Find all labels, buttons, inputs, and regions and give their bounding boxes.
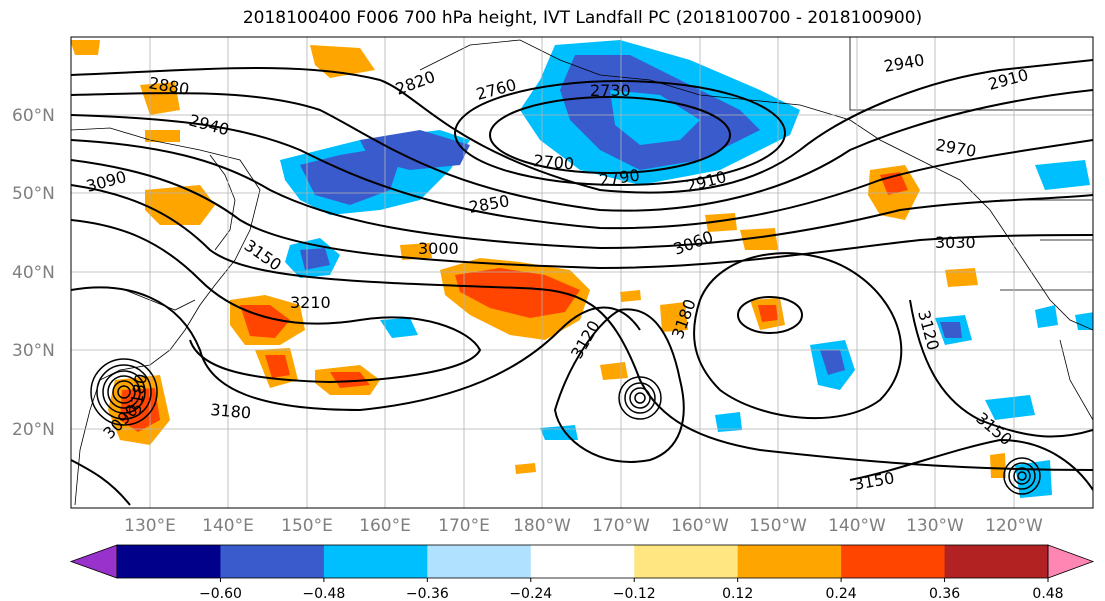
- colorbar-segment: [323, 545, 428, 578]
- lon-label: 150°E: [281, 516, 333, 536]
- lon-label: 140°W: [828, 516, 886, 536]
- lon-label: 140°E: [202, 516, 254, 536]
- lon-label: 160°W: [671, 516, 729, 536]
- colorbar-segment: [117, 545, 221, 578]
- lat-label: 60°N: [12, 106, 55, 126]
- lat-label: 50°N: [12, 184, 55, 204]
- colorbar-extend-max: [1047, 544, 1095, 579]
- height-contours: [71, 59, 1093, 506]
- colorbar-segment: [944, 545, 1049, 578]
- colorbar-segment: [530, 545, 635, 578]
- lon-label: 130°E: [124, 516, 176, 536]
- closed-lows: [90, 358, 1041, 495]
- lon-label: 180°W: [513, 516, 571, 536]
- colorbar-tick-label: 0.12: [722, 586, 753, 601]
- colorbar-tick-label: 0.48: [1032, 586, 1063, 601]
- map-border: [70, 36, 1094, 509]
- contour-label: 3210: [290, 293, 331, 312]
- lon-label: 170°E: [438, 516, 490, 536]
- ivt-shading: [71, 40, 1093, 498]
- colorbar-tick-label: 0.36: [929, 586, 960, 601]
- contour-label: 3000: [418, 239, 459, 258]
- lat-label: 30°N: [12, 341, 55, 361]
- lon-label: 120°W: [985, 516, 1043, 536]
- colorbar-segment: [841, 545, 946, 578]
- lon-label: 150°W: [749, 516, 807, 536]
- colorbar-border: [116, 544, 1049, 579]
- lat-axis: 60°N 50°N 40°N 30°N 20°N: [12, 106, 55, 440]
- lon-label: 130°W: [906, 516, 964, 536]
- colorbar-extend-min: [69, 544, 118, 579]
- lat-label: 40°N: [12, 263, 55, 283]
- colorbar-tick-label: 0.24: [826, 586, 857, 601]
- colorbar-segment: [427, 545, 532, 578]
- colorbar-segment: [220, 545, 325, 578]
- colorbar-segment: [737, 545, 842, 578]
- colorbar-tick-label: −0.36: [406, 586, 449, 601]
- lat-label: 20°N: [12, 420, 55, 440]
- lon-label: 170°W: [592, 516, 650, 536]
- contour-label: 2730: [590, 81, 631, 100]
- contour-label: 2700: [533, 151, 575, 173]
- colorbar-segment: [634, 545, 739, 578]
- colorbar: −0.60 −0.48 −0.36 −0.24 −0.12 0.12 0.24 0.36 0.4…: [69, 544, 1095, 601]
- lon-label: 160°E: [359, 516, 411, 536]
- map-title: 2018100400 F006 700 hPa height, IVT Land…: [242, 8, 923, 28]
- contour-label: 3180: [210, 400, 252, 422]
- colorbar-tick-label: −0.12: [613, 586, 656, 601]
- contour-label: 3030: [935, 233, 976, 252]
- colorbar-tick-label: −0.60: [199, 586, 242, 601]
- colorbar-tick-label: −0.48: [302, 586, 345, 601]
- lon-axis: 130°E 140°E 150°E 160°E 170°E 180°W 170°…: [124, 516, 1043, 536]
- colorbar-tick-label: −0.24: [509, 586, 552, 601]
